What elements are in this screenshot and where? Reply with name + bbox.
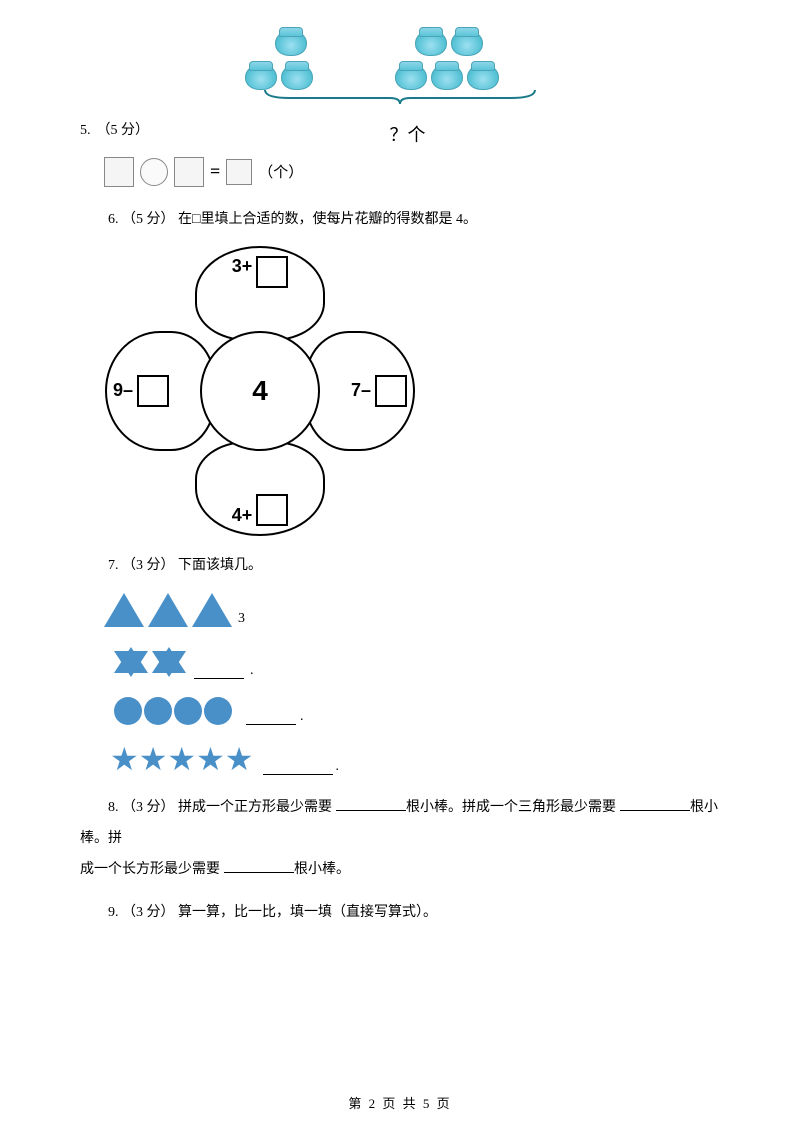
star5-icon: ★ (139, 743, 168, 775)
dumpling-group-right (395, 30, 555, 90)
circle-icon (174, 697, 202, 725)
period: . (300, 709, 304, 725)
q8-seg2: 根小棒。拼成一个三角形最少需要 (406, 800, 616, 815)
petal-left: 9– (105, 331, 215, 451)
q6-text: 在□里填上合适的数，使每片花瓣的得数都是 4。 (178, 212, 477, 227)
triangle-count-label: 3 (238, 611, 245, 627)
blank-line[interactable] (194, 665, 244, 679)
petal-bottom-expr: 4+ (232, 505, 253, 526)
star6-icon (114, 645, 148, 679)
star5-icon: ★ (225, 743, 254, 775)
dumpling-icon (245, 64, 277, 90)
question-5-header: 5. （5 分） ？个 (80, 116, 720, 147)
star6-icon (152, 645, 186, 679)
flower-center: 4 (200, 331, 320, 451)
brace-icon (260, 88, 540, 106)
question-9: 9. （3 分） 算一算，比一比，填一填（直接写算式）。 (80, 898, 720, 929)
dumpling-illustration (80, 30, 720, 111)
q9-points: （3 分） (122, 905, 175, 920)
blank-line[interactable] (336, 797, 406, 811)
flower-diagram: 3+ 9– 7– 4+ 4 (100, 246, 420, 536)
equation-unit: （个） (258, 161, 303, 182)
q8-seg5: 根小棒。 (294, 862, 350, 877)
q6-points: （5 分） (122, 212, 175, 227)
blank-square-box[interactable] (104, 157, 134, 187)
blank-line[interactable] (224, 859, 294, 873)
circle-icon (114, 697, 142, 725)
petal-bottom: 4+ (195, 441, 325, 536)
blank-line[interactable] (246, 711, 296, 725)
q7-text: 下面该填几。 (178, 558, 262, 573)
shapes-block: 3 . . ★ ★ ★ ★ ★ . (104, 593, 720, 775)
q8-number: 8. (108, 800, 119, 815)
equation-blank-row: = （个） (104, 157, 720, 187)
star6-row: . (114, 645, 720, 679)
star5-icon: ★ (167, 743, 196, 775)
blank-square-box[interactable] (226, 159, 252, 185)
star5-icon: ★ (110, 743, 139, 775)
dumpling-row (80, 30, 720, 90)
petal-top: 3+ (195, 246, 325, 341)
triangle-icon (192, 593, 232, 627)
fill-box[interactable] (137, 375, 169, 407)
petal-right-expr: 7– (351, 380, 371, 401)
petal-top-expr: 3+ (232, 256, 253, 277)
q8-seg1: 拼成一个正方形最少需要 (178, 800, 332, 815)
q9-text: 算一算，比一比，填一填（直接写算式）。 (178, 905, 437, 920)
page-number-text: 第 2 页 共 5 页 (348, 1096, 451, 1111)
blank-operator-circle[interactable] (140, 158, 168, 186)
dumpling-icon (415, 30, 447, 56)
brace-label: ？个 (95, 121, 720, 147)
q6-number: 6. (108, 212, 119, 227)
dumpling-icon (451, 30, 483, 56)
circle-icon (204, 697, 232, 725)
flower-center-value: 4 (252, 375, 268, 407)
star5-icon: ★ (196, 743, 225, 775)
equals-sign: = (210, 161, 220, 182)
question-8-cont: 成一个长方形最少需要 根小棒。 (80, 855, 720, 886)
petal-left-expr: 9– (113, 380, 133, 401)
fill-box[interactable] (375, 375, 407, 407)
dumpling-icon (431, 64, 463, 90)
page-number: 第 2 页 共 5 页 (0, 1093, 800, 1112)
question-8: 8. （3 分） 拼成一个正方形最少需要根小棒。拼成一个三角形最少需要根小棒。拼 (80, 793, 720, 855)
q8-seg4: 成一个长方形最少需要 (80, 862, 220, 877)
star5-row: ★ ★ ★ ★ ★ . (110, 743, 720, 775)
dumpling-icon (467, 64, 499, 90)
question-6: 6. （5 分） 在□里填上合适的数，使每片花瓣的得数都是 4。 (80, 205, 720, 236)
dumpling-icon (395, 64, 427, 90)
circle-icon (144, 697, 172, 725)
period: . (250, 663, 254, 679)
q5-number: 5. (80, 116, 91, 147)
q7-points: （3 分） (122, 558, 175, 573)
blank-line[interactable] (263, 761, 333, 775)
dumpling-icon (281, 64, 313, 90)
brace-row (80, 88, 720, 111)
triangle-icon (148, 593, 188, 627)
dumpling-icon (275, 30, 307, 56)
triangle-icon (104, 593, 144, 627)
blank-line[interactable] (620, 797, 690, 811)
fill-box[interactable] (256, 256, 288, 288)
petal-right: 7– (305, 331, 415, 451)
circle-row: . (114, 697, 720, 725)
triangle-row: 3 (104, 593, 720, 627)
fill-box[interactable] (256, 494, 288, 526)
dumpling-group-left (245, 30, 355, 90)
period: . (335, 759, 339, 775)
q9-number: 9. (108, 905, 119, 920)
blank-square-box[interactable] (174, 157, 204, 187)
question-7: 7. （3 分） 下面该填几。 (80, 551, 720, 582)
q8-points: （3 分） (122, 800, 175, 815)
q7-number: 7. (108, 558, 119, 573)
